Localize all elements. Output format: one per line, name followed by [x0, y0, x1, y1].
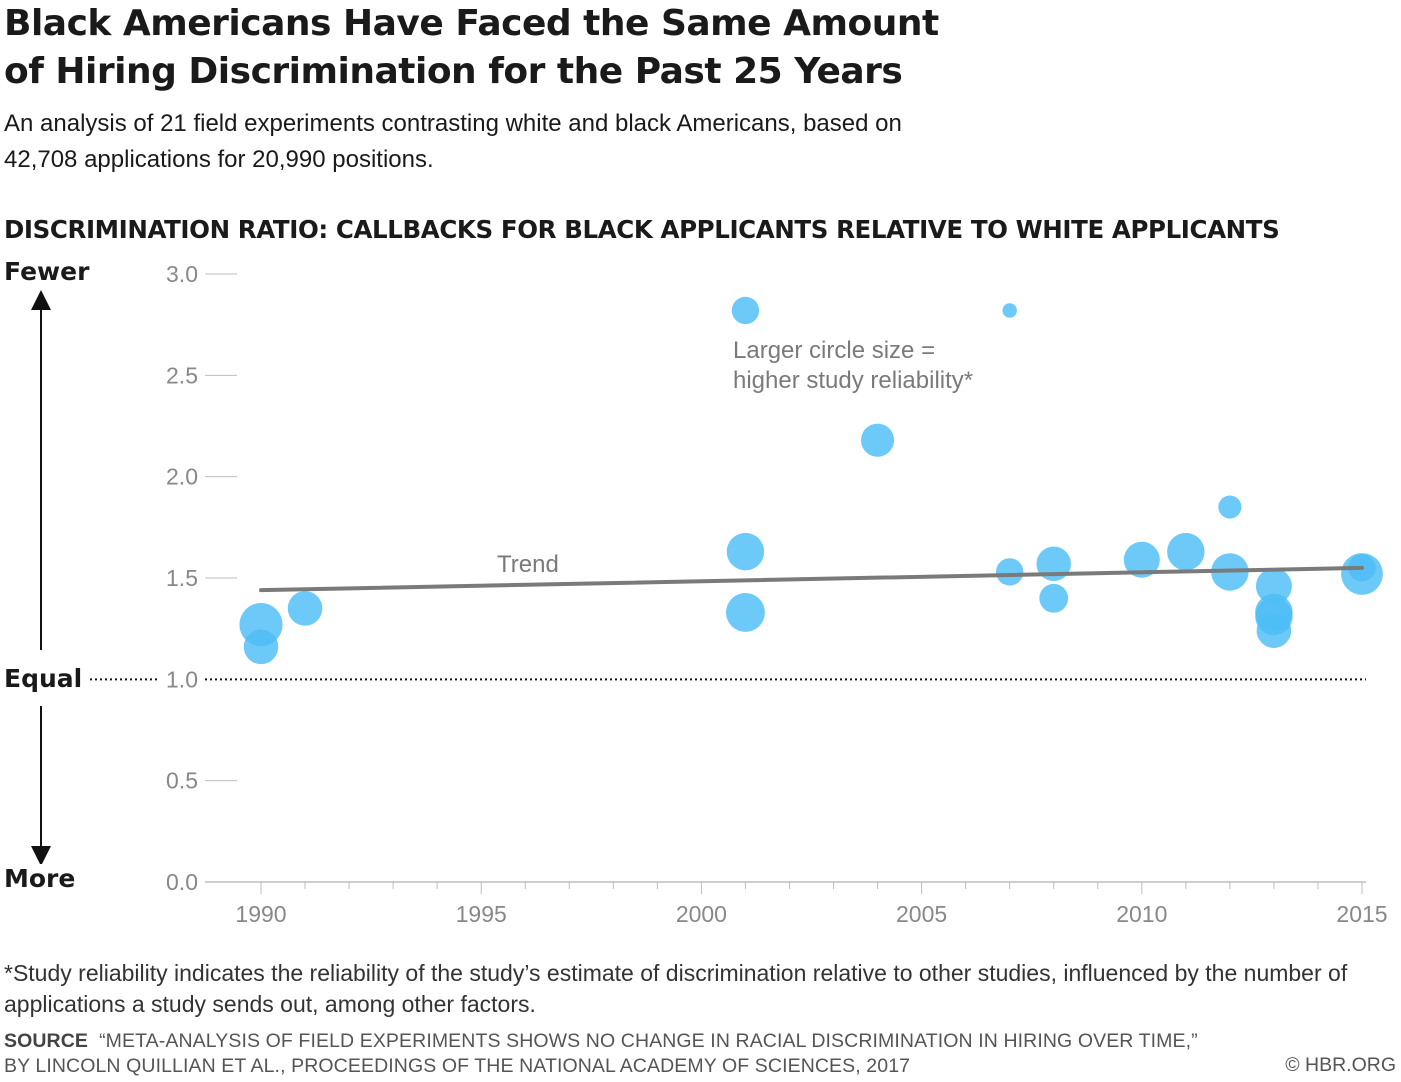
data-bubble [726, 593, 765, 632]
trend-line-group: Trend [259, 551, 1364, 593]
y-axis: 0.0 0.5 1.0 1.5 2.0 2.5 3.0 [166, 261, 237, 895]
trend-label: Trend [497, 551, 559, 578]
data-bubble [1255, 568, 1292, 605]
chart-subtitle: An analysis of 21 field experiments cont… [4, 110, 902, 173]
source-line-2: BY LINCOLN QUILLIAN ET AL., PROCEEDINGS … [4, 1055, 911, 1077]
data-bubble [1039, 583, 1069, 613]
data-bubble [1123, 541, 1160, 578]
x-tick-label: 2005 [896, 901, 947, 927]
y-tick-label: 2.0 [166, 464, 198, 490]
source-label: SOURCE [4, 1030, 89, 1052]
copyright: © HBR.ORG [1285, 1054, 1396, 1076]
source-line-1: “META-ANALYSIS OF FIELD EXPERIMENTS SHOW… [99, 1030, 1198, 1052]
x-tick-label: 2010 [1116, 901, 1167, 927]
data-bubble [861, 423, 895, 457]
reliability-footnote: *Study reliability indicates the reliabi… [4, 960, 1348, 1017]
data-bubble [1002, 303, 1017, 318]
x-tick-label: 2000 [676, 901, 727, 927]
size-legend: Larger circle size = higher study reliabi… [733, 337, 973, 394]
y-tick-label: 2.5 [166, 362, 198, 388]
chart-heading: DISCRIMINATION RATIO: CALLBACKS FOR BLAC… [4, 215, 1280, 244]
data-bubble [726, 532, 765, 571]
y-tick-label: 1.5 [166, 565, 198, 591]
source-note: SOURCE “META-ANALYSIS OF FIELD EXPERIMEN… [4, 1029, 1304, 1079]
y-tick-label: 1.0 [166, 666, 198, 692]
size-legend-line: Larger circle size = [733, 337, 935, 364]
data-bubble [287, 591, 323, 626]
data-bubble [1218, 495, 1242, 519]
fewer-label: Fewer [4, 257, 90, 286]
x-tick-label: 2015 [1336, 901, 1387, 927]
y-tick-label: 0.5 [166, 768, 198, 794]
y-tick-label: 0.0 [166, 869, 198, 895]
y-tick-label: 3.0 [166, 261, 198, 287]
x-tick-label: 1995 [456, 901, 507, 927]
data-bubble [243, 629, 279, 665]
trend-line [259, 565, 1364, 593]
x-tick-label: 1990 [235, 901, 286, 927]
chart-title: Black Americans Have Faced the Same Amou… [4, 3, 939, 92]
data-bubble [731, 296, 760, 325]
x-axis: 1990 1995 2000 2005 2010 2015 [205, 881, 1388, 927]
size-legend-line: higher study reliability* [733, 367, 973, 394]
data-bubble [996, 558, 1024, 586]
data-bubble [1167, 532, 1205, 571]
equal-label: Equal [4, 664, 83, 693]
more-label: More [4, 864, 76, 893]
data-bubble [1256, 613, 1292, 648]
